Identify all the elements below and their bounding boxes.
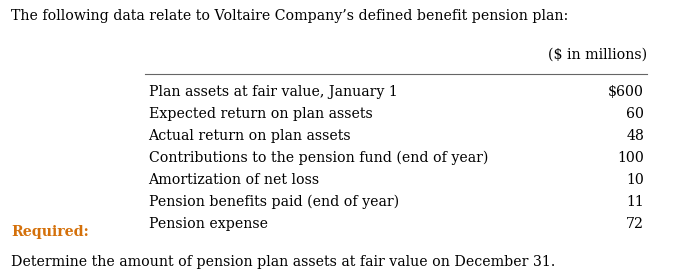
Text: Pension benefits paid (end of year): Pension benefits paid (end of year) [148, 195, 399, 209]
Text: Contributions to the pension fund (end of year): Contributions to the pension fund (end o… [148, 151, 488, 165]
Text: Expected return on plan assets: Expected return on plan assets [148, 107, 372, 121]
Text: 100: 100 [618, 151, 644, 165]
Text: Pension expense: Pension expense [148, 216, 268, 230]
Text: 11: 11 [627, 195, 644, 209]
Text: 60: 60 [626, 107, 644, 121]
Text: Plan assets at fair value, January 1: Plan assets at fair value, January 1 [148, 85, 397, 99]
Text: The following data relate to Voltaire Company’s defined benefit pension plan:: The following data relate to Voltaire Co… [11, 9, 569, 23]
Text: $600: $600 [608, 85, 644, 99]
Text: Amortization of net loss: Amortization of net loss [148, 173, 320, 187]
Text: 10: 10 [627, 173, 644, 187]
Text: 48: 48 [627, 129, 644, 143]
Text: 72: 72 [626, 216, 644, 230]
Text: Determine the amount of pension plan assets at fair value on December 31.: Determine the amount of pension plan ass… [11, 256, 556, 269]
Text: ($ in millions): ($ in millions) [548, 48, 647, 62]
Text: Required:: Required: [11, 225, 89, 239]
Text: Actual return on plan assets: Actual return on plan assets [148, 129, 351, 143]
